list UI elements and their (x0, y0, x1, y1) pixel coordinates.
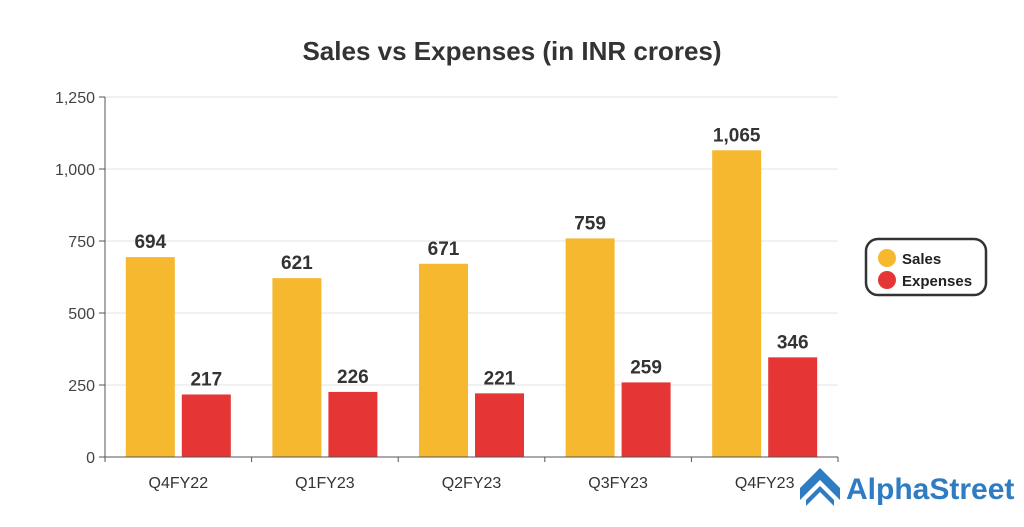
bar-sales-q1fy23 (272, 278, 322, 457)
y-tick-label: 0 (86, 450, 95, 467)
brand-logo: AlphaStreet (800, 468, 1014, 506)
bar-sales-q3fy23 (565, 238, 615, 457)
alphastreet-logo-icon (800, 468, 840, 506)
data-label-sales-q4fy22: 694 (134, 232, 166, 253)
x-tick-label: Q2FY23 (442, 475, 502, 492)
legend-label-expenses: Expenses (902, 273, 972, 290)
data-label-expenses-q4fy23: 346 (777, 332, 809, 353)
y-axis: 0 250 500 750 1,000 1,250 (55, 90, 106, 467)
x-tick-label: Q4FY22 (149, 475, 209, 492)
y-tick-label: 500 (68, 306, 95, 323)
legend-label-sales: Sales (902, 251, 941, 268)
bar-sales-q4fy23 (712, 150, 762, 457)
x-tick-label: Q4FY23 (735, 475, 795, 492)
bar-expenses-q2fy23 (475, 393, 524, 457)
x-tick-label: Q3FY23 (588, 475, 648, 492)
bars: 694 217 621 226 671 221 759 259 1,065 346 (125, 125, 818, 457)
data-label-expenses-q4fy22: 217 (190, 370, 222, 391)
y-tick-label: 1,000 (55, 162, 95, 179)
y-tick-label: 1,250 (55, 90, 95, 107)
data-label-sales-q1fy23: 621 (281, 253, 313, 274)
data-label-expenses-q3fy23: 259 (630, 357, 662, 378)
bar-expenses-q4fy23 (768, 357, 818, 457)
data-label-sales-q4fy23: 1,065 (713, 125, 761, 146)
x-tick-label: Q1FY23 (295, 475, 355, 492)
data-label-expenses-q1fy23: 226 (337, 367, 369, 388)
legend: Sales Expenses (864, 237, 988, 297)
legend-swatch-expenses (878, 271, 896, 289)
brand-name: AlphaStreet (846, 473, 1014, 506)
bar-expenses-q1fy23 (328, 391, 378, 457)
x-axis: Q4FY22 Q1FY23 Q2FY23 Q3FY23 Q4FY23 (104, 456, 839, 492)
data-label-sales-q2fy23: 671 (428, 239, 460, 260)
legend-box (864, 237, 988, 297)
bar-sales-q2fy23 (419, 263, 468, 457)
bar-expenses-q3fy23 (621, 382, 671, 457)
data-label-sales-q3fy23: 759 (574, 213, 606, 234)
bar-sales-q4fy22 (125, 257, 175, 457)
bar-expenses-q4fy22 (181, 394, 231, 457)
y-tick-label: 750 (68, 234, 95, 251)
legend-swatch-sales (878, 249, 896, 267)
y-tick-label: 250 (68, 378, 95, 395)
data-label-expenses-q2fy23: 221 (484, 368, 516, 389)
chart-title: Sales vs Expenses (in INR crores) (302, 36, 721, 66)
